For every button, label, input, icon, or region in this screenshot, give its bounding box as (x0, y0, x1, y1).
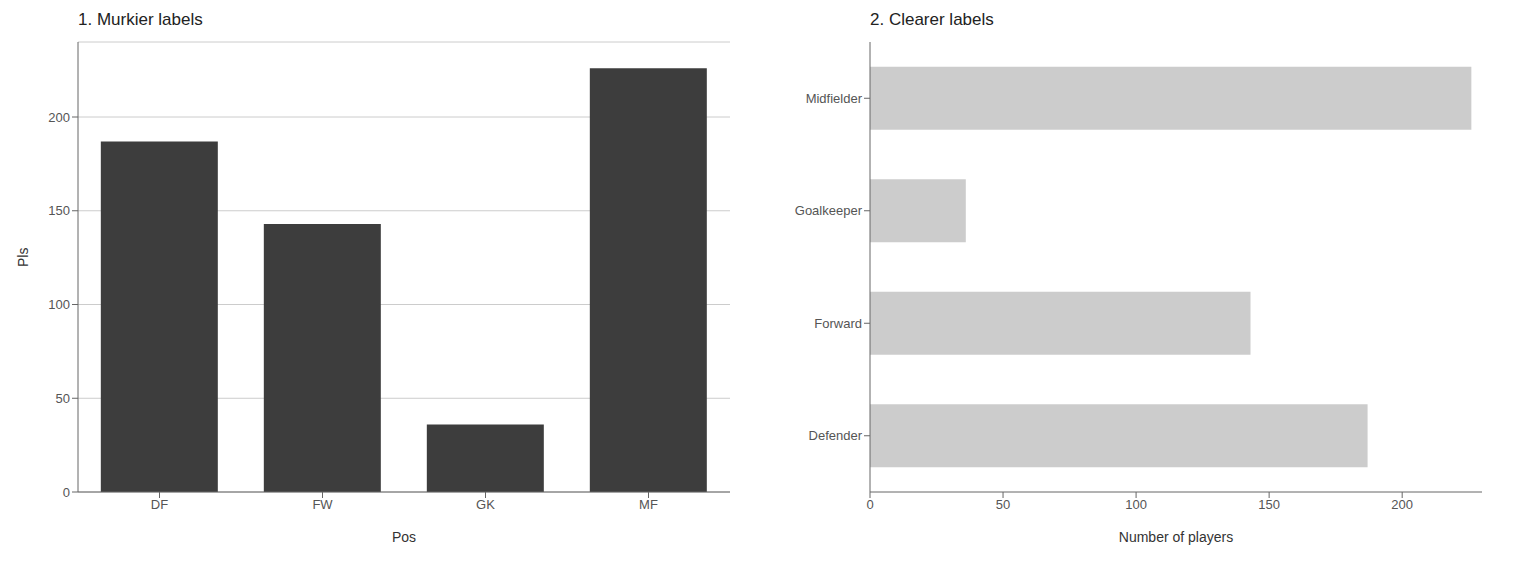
svg-text:50: 50 (56, 391, 70, 406)
svg-text:GK: GK (476, 497, 495, 512)
svg-text:Number of players: Number of players (1119, 529, 1233, 545)
svg-text:0: 0 (866, 497, 873, 512)
svg-text:150: 150 (1258, 497, 1280, 512)
svg-text:Pos: Pos (392, 529, 416, 545)
svg-text:200: 200 (48, 110, 70, 125)
svg-text:150: 150 (48, 203, 70, 218)
svg-text:50: 50 (996, 497, 1010, 512)
svg-text:FW: FW (312, 497, 333, 512)
svg-text:100: 100 (48, 297, 70, 312)
svg-text:DF: DF (151, 497, 168, 512)
svg-text:Pls: Pls (15, 248, 31, 267)
svg-text:Defender: Defender (809, 428, 863, 443)
svg-text:Forward: Forward (814, 316, 862, 331)
svg-text:Goalkeeper: Goalkeeper (795, 203, 863, 218)
svg-text:100: 100 (1125, 497, 1147, 512)
svg-text:0: 0 (63, 485, 70, 500)
svg-text:200: 200 (1391, 497, 1413, 512)
svg-text:MF: MF (639, 497, 658, 512)
html-text:2. Clearer labels: 2. Clearer labels (870, 10, 994, 29)
html-text:1. Murkier labels: 1. Murkier labels (78, 10, 203, 29)
svg-text:Midfielder: Midfielder (806, 91, 863, 106)
